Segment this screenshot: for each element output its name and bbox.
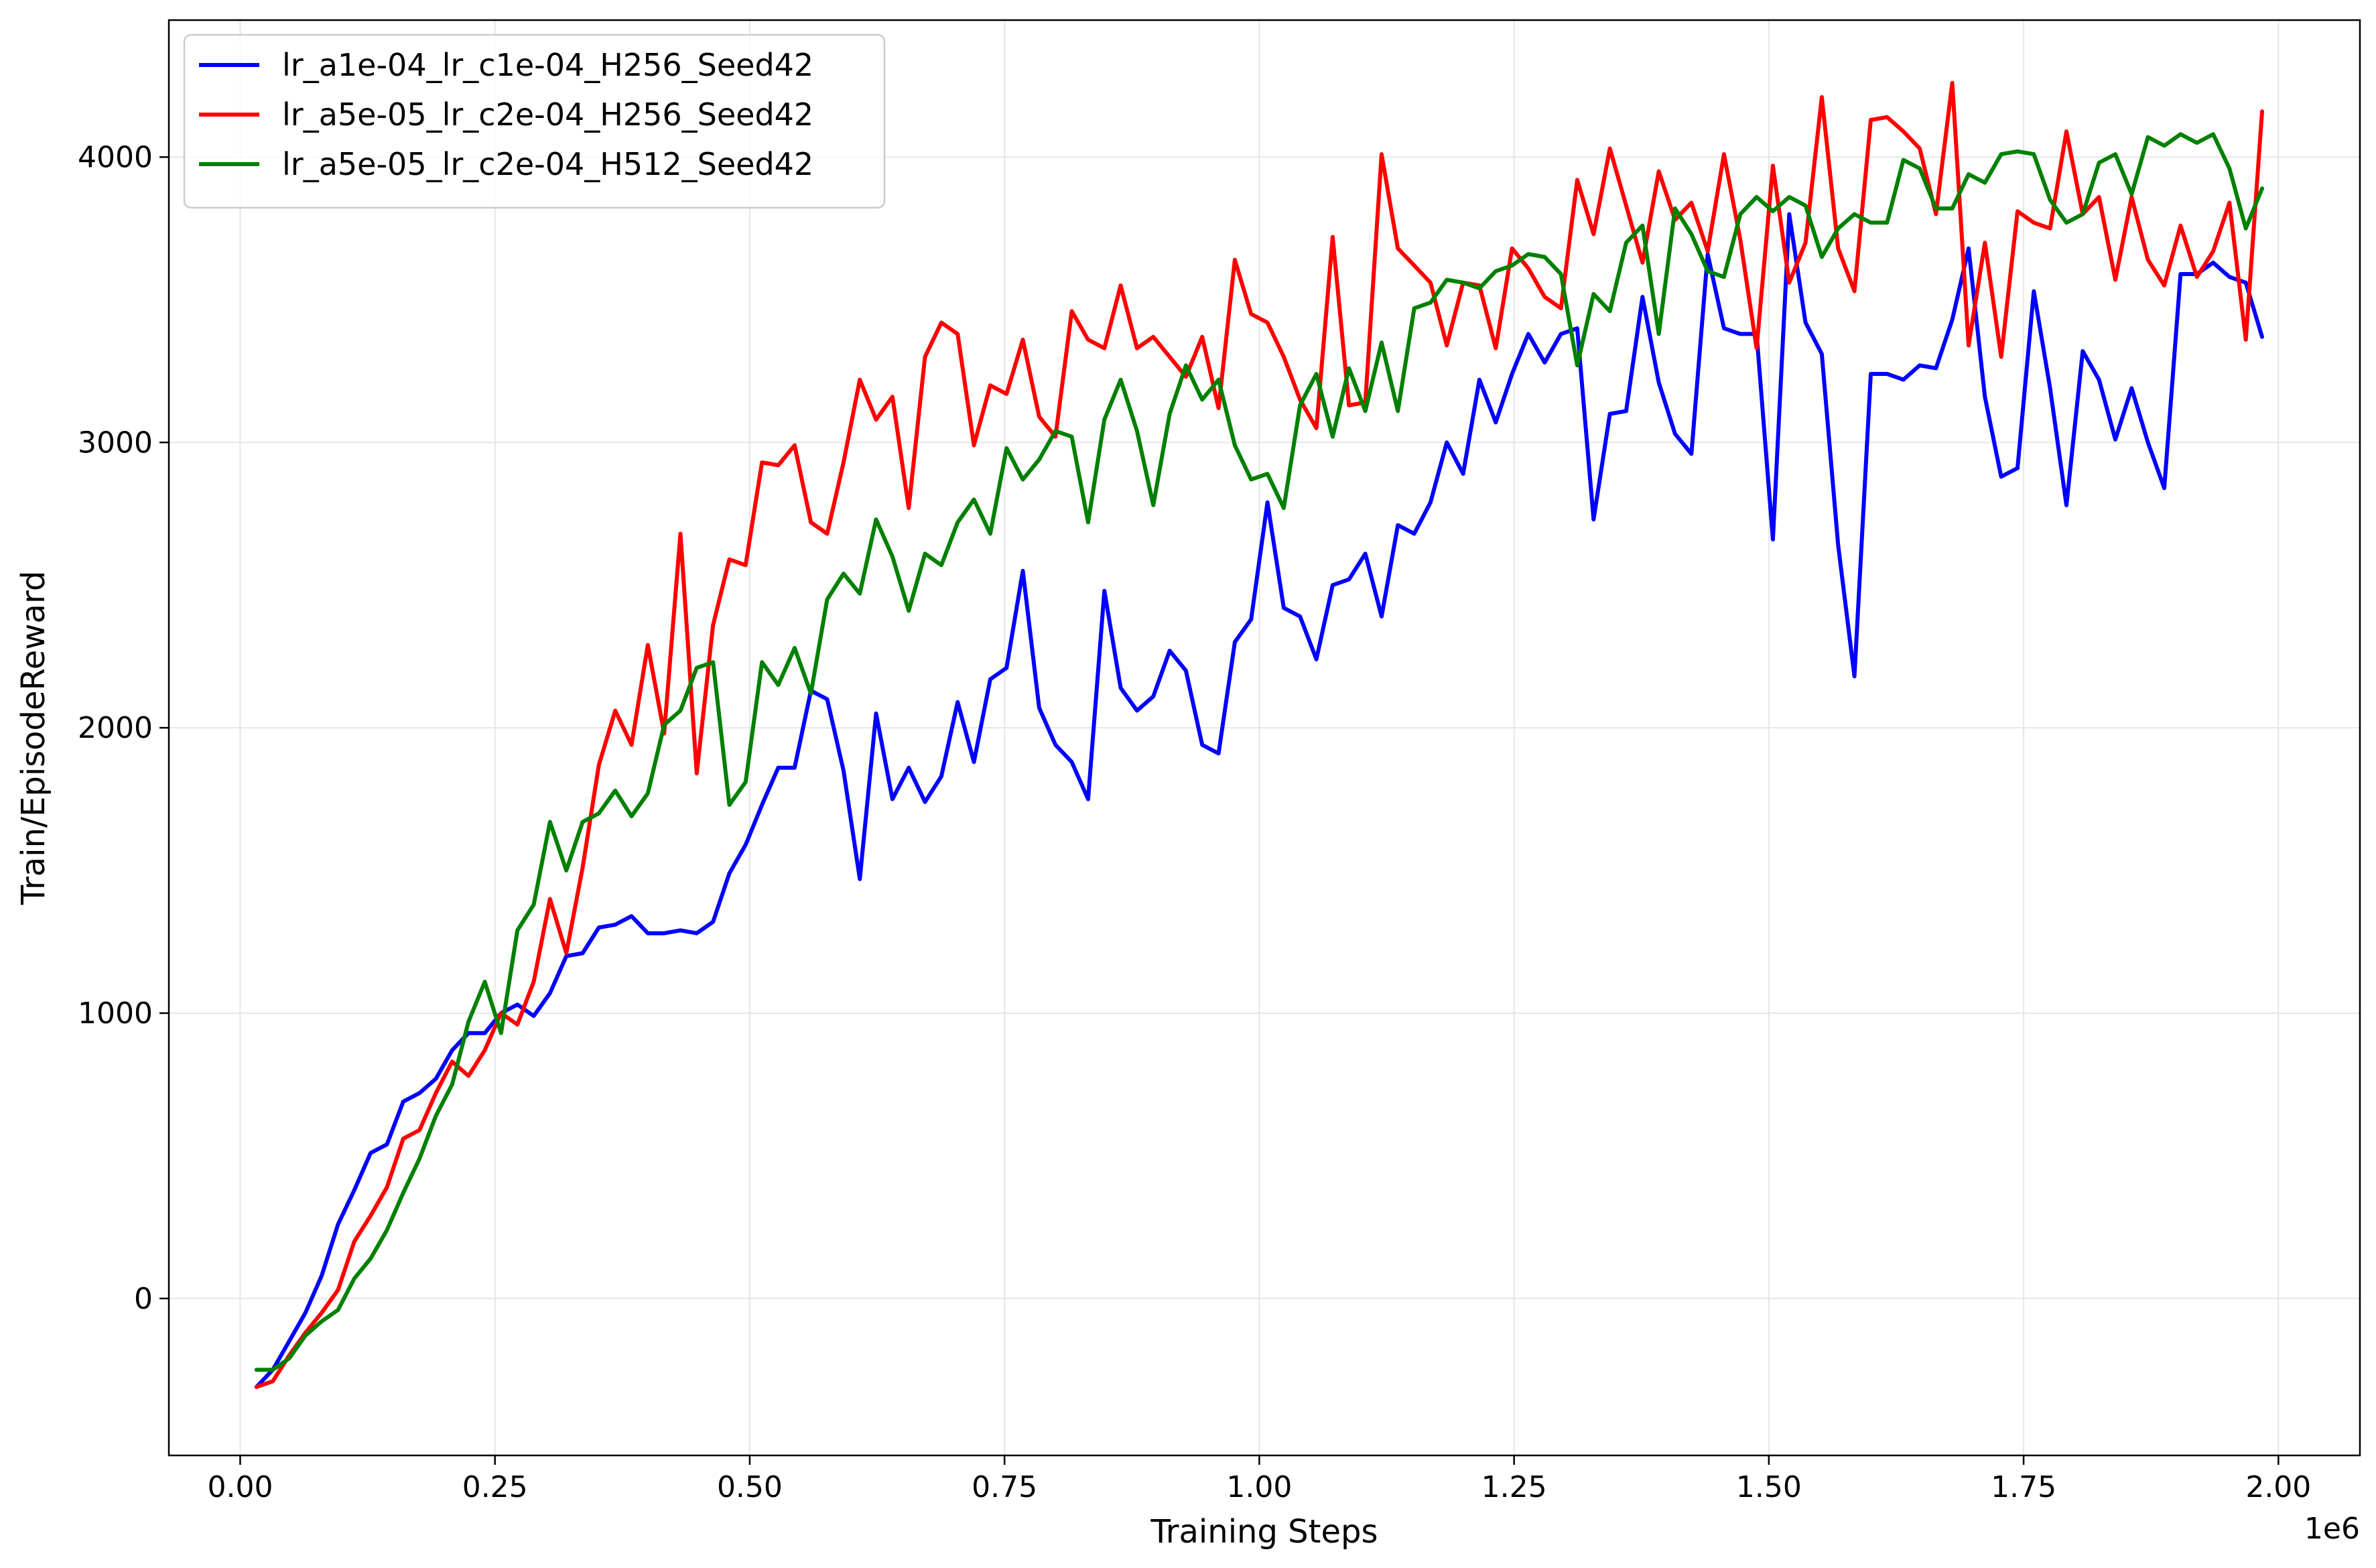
legend-label-2: lr_a5e-05_lr_c2e-04_H512_Seed42: [282, 146, 813, 182]
x-tick-label-2: 0.50: [717, 1470, 783, 1504]
x-tick-label-4: 1.00: [1226, 1470, 1292, 1504]
x-tick-label-5: 1.25: [1481, 1470, 1547, 1504]
x-tick-label-0: 0.00: [207, 1470, 273, 1504]
x-axis-label: Training Steps: [1150, 1513, 1378, 1551]
series-line-2: [254, 132, 2264, 1372]
x-axis-offset-label: 1e6: [2304, 1512, 2360, 1546]
y-tick-label-2: 2000: [78, 711, 153, 745]
legend-label-0: lr_a1e-04_lr_c1e-04_H256_Seed42: [282, 47, 813, 83]
x-axis-ticks: 0.00 0.25 0.50 0.75 1.00 1.25 1.50 1.75 2.00: [207, 1455, 2311, 1504]
y-axis-label: Train/EpisodeReward: [15, 571, 52, 906]
x-tick-label-3: 0.75: [972, 1470, 1037, 1504]
y-tick-label-4: 4000: [78, 140, 153, 174]
x-tick-label-8: 2.00: [2245, 1470, 2311, 1504]
legend-box: [183, 34, 886, 209]
y-axis-ticks: 0 1000 2000 3000 4000: [78, 140, 169, 1316]
x-tick-label-6: 1.50: [1736, 1470, 1802, 1504]
series-line-0: [254, 212, 2264, 1389]
y-tick-label-0: 0: [134, 1282, 153, 1316]
y-tick-label-1: 1000: [78, 996, 153, 1031]
y-tick-label-3: 3000: [78, 426, 153, 460]
series-lines: [254, 80, 2264, 1389]
plot-area-frame: [168, 19, 2361, 1457]
legend-label-1: lr_a5e-05_lr_c2e-04_H256_Seed42: [282, 96, 813, 133]
legend: lr_a1e-04_lr_c1e-04_H256_Seed42 lr_a5e-05…: [183, 34, 886, 209]
x-tick-label-1: 0.25: [462, 1470, 528, 1504]
x-tick-label-7: 1.75: [1991, 1470, 2056, 1504]
